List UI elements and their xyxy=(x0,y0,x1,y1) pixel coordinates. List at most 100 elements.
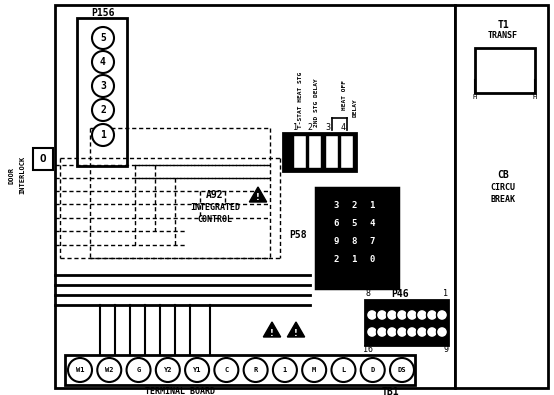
Circle shape xyxy=(344,249,364,269)
Text: G: G xyxy=(136,367,141,373)
Text: Y1: Y1 xyxy=(193,367,201,373)
Text: 8: 8 xyxy=(351,237,357,246)
Circle shape xyxy=(367,327,377,337)
Text: BREAK: BREAK xyxy=(490,196,516,205)
Circle shape xyxy=(437,327,448,337)
Text: 8: 8 xyxy=(366,290,371,299)
Circle shape xyxy=(397,327,408,337)
Circle shape xyxy=(361,358,384,382)
Text: 1: 1 xyxy=(444,290,449,299)
Circle shape xyxy=(417,310,428,320)
Bar xyxy=(325,135,338,168)
Circle shape xyxy=(331,358,356,382)
Text: CB: CB xyxy=(497,170,509,180)
Text: O: O xyxy=(40,154,47,164)
Text: 3: 3 xyxy=(334,201,338,209)
Circle shape xyxy=(344,213,364,233)
Text: 7: 7 xyxy=(370,237,375,246)
Bar xyxy=(293,135,306,168)
Text: 1: 1 xyxy=(100,130,106,140)
Text: 3: 3 xyxy=(100,81,106,91)
Circle shape xyxy=(244,358,268,382)
Text: TRANSF: TRANSF xyxy=(488,30,518,40)
Text: CIRCU: CIRCU xyxy=(490,184,516,192)
Text: 2: 2 xyxy=(334,254,338,263)
Text: DELAY: DELAY xyxy=(352,99,357,117)
Text: 1: 1 xyxy=(293,124,297,132)
Polygon shape xyxy=(249,187,266,202)
Polygon shape xyxy=(263,322,281,337)
Circle shape xyxy=(387,327,398,337)
Text: P156: P156 xyxy=(91,8,115,18)
Circle shape xyxy=(98,358,121,382)
Circle shape xyxy=(68,358,92,382)
Circle shape xyxy=(437,310,448,320)
Text: 2: 2 xyxy=(307,124,312,132)
Text: P46: P46 xyxy=(391,289,409,299)
Circle shape xyxy=(92,124,114,146)
Circle shape xyxy=(362,249,382,269)
Circle shape xyxy=(344,231,364,251)
Text: W2: W2 xyxy=(105,367,114,373)
Circle shape xyxy=(362,213,382,233)
Text: INTEGRATED: INTEGRATED xyxy=(190,203,240,213)
Bar xyxy=(340,135,353,168)
Text: !: ! xyxy=(270,329,274,337)
Text: DOOR: DOOR xyxy=(9,167,15,184)
Text: P58: P58 xyxy=(289,230,307,240)
Circle shape xyxy=(92,75,114,97)
Circle shape xyxy=(417,327,428,337)
Circle shape xyxy=(362,231,382,251)
Text: 9: 9 xyxy=(334,237,338,246)
Text: C: C xyxy=(224,367,228,373)
Text: 4: 4 xyxy=(341,124,346,132)
Circle shape xyxy=(427,327,438,337)
Text: TB1: TB1 xyxy=(381,387,399,395)
Text: 2ND STG DELAY: 2ND STG DELAY xyxy=(314,79,319,127)
Text: 1: 1 xyxy=(351,254,357,263)
Text: H: H xyxy=(533,94,537,100)
Circle shape xyxy=(156,358,180,382)
Circle shape xyxy=(92,51,114,73)
Text: 5: 5 xyxy=(351,218,357,228)
Text: T1: T1 xyxy=(497,20,509,30)
Polygon shape xyxy=(288,322,305,337)
Circle shape xyxy=(377,327,387,337)
Bar xyxy=(365,300,448,345)
Text: 1: 1 xyxy=(283,367,287,373)
Circle shape xyxy=(326,249,346,269)
Text: HEAT OFF: HEAT OFF xyxy=(342,80,347,110)
Bar xyxy=(55,5,455,388)
Circle shape xyxy=(326,195,346,215)
Circle shape xyxy=(302,358,326,382)
Circle shape xyxy=(390,358,414,382)
Bar xyxy=(316,188,398,288)
Text: !: ! xyxy=(294,329,298,337)
Bar xyxy=(65,355,415,385)
Text: 4: 4 xyxy=(100,57,106,67)
Circle shape xyxy=(387,310,398,320)
Circle shape xyxy=(92,27,114,49)
Circle shape xyxy=(407,327,418,337)
Text: INTERLOCK: INTERLOCK xyxy=(19,156,25,194)
Text: CONTROL: CONTROL xyxy=(197,216,233,224)
Circle shape xyxy=(397,310,408,320)
Bar xyxy=(77,18,127,166)
Text: M: M xyxy=(312,367,316,373)
Bar xyxy=(475,48,535,93)
Text: D: D xyxy=(371,367,375,373)
Text: 1: 1 xyxy=(370,201,375,209)
Circle shape xyxy=(367,310,377,320)
Text: A92: A92 xyxy=(206,190,224,200)
Circle shape xyxy=(126,358,151,382)
Circle shape xyxy=(377,310,387,320)
Bar xyxy=(308,135,321,168)
Text: DS: DS xyxy=(398,367,406,373)
Text: 16: 16 xyxy=(363,346,373,354)
Text: 4: 4 xyxy=(370,218,375,228)
Circle shape xyxy=(273,358,297,382)
Circle shape xyxy=(344,195,364,215)
Text: 2: 2 xyxy=(100,105,106,115)
Circle shape xyxy=(326,231,346,251)
Circle shape xyxy=(427,310,438,320)
